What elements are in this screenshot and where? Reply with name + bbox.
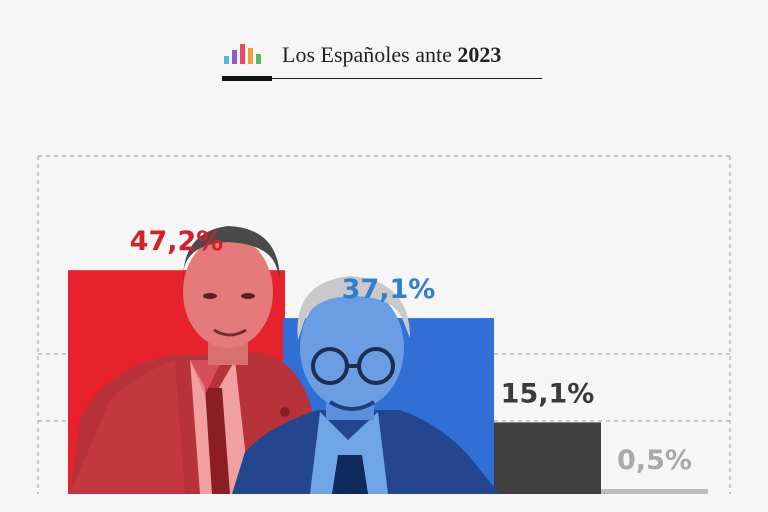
candidate-photos	[70, 226, 500, 494]
bar-3	[494, 422, 601, 494]
bar-chart-logo-icon	[224, 44, 261, 64]
bar-4	[601, 489, 708, 494]
bar-label-2: 37,1%	[342, 274, 436, 305]
logo-bar-3	[240, 44, 245, 64]
title-prefix: Los Españoles ante	[282, 42, 452, 67]
bar-label-4: 0,5%	[617, 445, 692, 476]
title-underline-accent	[222, 76, 272, 81]
data-labels: 47,2% 37,1% 15,1% 0,5%	[130, 226, 692, 476]
bar-label-3: 15,1%	[501, 378, 595, 409]
logo-bar-5	[256, 54, 261, 64]
title-underline	[222, 78, 542, 79]
bar-label-1: 47,2%	[130, 226, 224, 257]
logo-bar-2	[232, 50, 237, 64]
logo-bar-1	[224, 56, 229, 64]
page-title: Los Españoles ante 2023	[282, 42, 501, 68]
chart-header: Los Españoles ante 2023	[222, 38, 542, 84]
alberto-nunez-feijoo-photo	[232, 276, 500, 494]
title-year: 2023	[457, 42, 502, 67]
logo-bar-4	[248, 48, 253, 64]
